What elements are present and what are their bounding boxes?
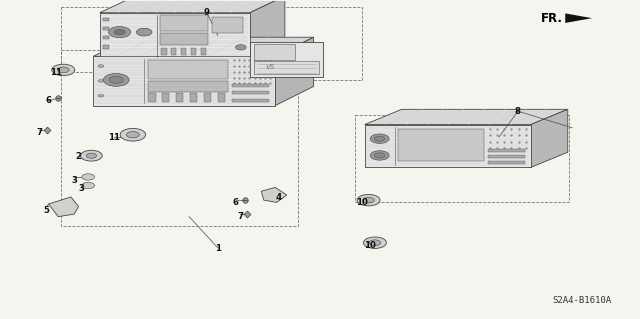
Text: 1: 1 bbox=[215, 244, 221, 253]
Bar bbox=[232, 84, 269, 87]
Circle shape bbox=[98, 65, 104, 68]
Bar bbox=[172, 48, 177, 55]
Text: 3: 3 bbox=[78, 184, 84, 193]
Text: 10: 10 bbox=[356, 198, 367, 207]
Text: VS: VS bbox=[266, 64, 275, 70]
Bar bbox=[488, 149, 525, 152]
Text: FR.: FR. bbox=[541, 12, 563, 25]
Bar bbox=[232, 99, 269, 101]
Polygon shape bbox=[100, 0, 285, 13]
Bar bbox=[61, 50, 298, 226]
Circle shape bbox=[236, 45, 246, 50]
Bar bbox=[148, 60, 228, 79]
Circle shape bbox=[374, 136, 385, 141]
Bar bbox=[355, 115, 569, 202]
Circle shape bbox=[82, 182, 95, 189]
Bar bbox=[102, 36, 109, 40]
Bar bbox=[148, 93, 156, 102]
Bar bbox=[488, 161, 525, 164]
Bar bbox=[189, 7, 362, 80]
Polygon shape bbox=[49, 197, 79, 217]
Polygon shape bbox=[261, 188, 287, 202]
Bar bbox=[181, 48, 186, 55]
Bar bbox=[218, 93, 225, 102]
Polygon shape bbox=[250, 42, 323, 77]
Circle shape bbox=[369, 240, 381, 246]
Text: 6: 6 bbox=[233, 198, 239, 207]
Circle shape bbox=[98, 79, 104, 82]
Polygon shape bbox=[100, 13, 250, 59]
Circle shape bbox=[98, 94, 104, 97]
Text: S2A4-B1610A: S2A4-B1610A bbox=[552, 296, 611, 305]
Polygon shape bbox=[93, 37, 314, 56]
Bar bbox=[160, 33, 207, 45]
Circle shape bbox=[127, 131, 140, 138]
Text: 6: 6 bbox=[45, 96, 52, 105]
Text: 9: 9 bbox=[204, 8, 210, 17]
Bar bbox=[232, 91, 269, 94]
Bar bbox=[204, 93, 211, 102]
Bar bbox=[102, 18, 109, 21]
Polygon shape bbox=[531, 109, 568, 167]
Polygon shape bbox=[275, 37, 314, 106]
Polygon shape bbox=[365, 124, 531, 167]
Circle shape bbox=[81, 150, 102, 161]
Bar bbox=[160, 15, 207, 31]
Bar bbox=[176, 93, 184, 102]
Circle shape bbox=[86, 153, 97, 158]
Polygon shape bbox=[250, 0, 285, 59]
Circle shape bbox=[357, 195, 380, 206]
Bar bbox=[162, 93, 170, 102]
Circle shape bbox=[136, 28, 152, 36]
Text: 4: 4 bbox=[275, 193, 282, 202]
Circle shape bbox=[58, 67, 69, 73]
Bar bbox=[488, 155, 525, 159]
Bar bbox=[254, 44, 295, 60]
Circle shape bbox=[364, 237, 387, 249]
Polygon shape bbox=[565, 13, 592, 23]
Circle shape bbox=[120, 128, 146, 141]
Circle shape bbox=[114, 29, 125, 35]
Circle shape bbox=[82, 174, 95, 180]
Text: 2: 2 bbox=[76, 152, 82, 161]
Circle shape bbox=[370, 151, 389, 160]
Text: 5: 5 bbox=[44, 206, 50, 215]
Circle shape bbox=[370, 134, 389, 144]
Text: 7: 7 bbox=[36, 128, 42, 137]
Text: 3: 3 bbox=[71, 176, 77, 185]
Text: 10: 10 bbox=[364, 241, 376, 250]
Bar bbox=[200, 48, 206, 55]
Bar bbox=[102, 27, 109, 30]
Bar bbox=[61, 7, 246, 72]
Text: 8: 8 bbox=[515, 107, 521, 116]
Polygon shape bbox=[93, 56, 275, 106]
Bar bbox=[398, 129, 484, 161]
Circle shape bbox=[52, 64, 75, 76]
Bar bbox=[212, 17, 243, 33]
Bar bbox=[102, 46, 109, 49]
Bar bbox=[148, 81, 228, 92]
Bar bbox=[191, 48, 196, 55]
Circle shape bbox=[109, 76, 124, 84]
Text: 11: 11 bbox=[108, 133, 120, 142]
Bar bbox=[190, 93, 197, 102]
Circle shape bbox=[109, 26, 131, 38]
Polygon shape bbox=[365, 109, 568, 124]
Bar bbox=[254, 61, 319, 74]
Circle shape bbox=[363, 197, 374, 203]
Bar bbox=[161, 48, 166, 55]
Circle shape bbox=[103, 73, 129, 86]
Text: 11: 11 bbox=[51, 68, 62, 77]
Text: 7: 7 bbox=[237, 212, 243, 221]
Circle shape bbox=[374, 153, 385, 158]
